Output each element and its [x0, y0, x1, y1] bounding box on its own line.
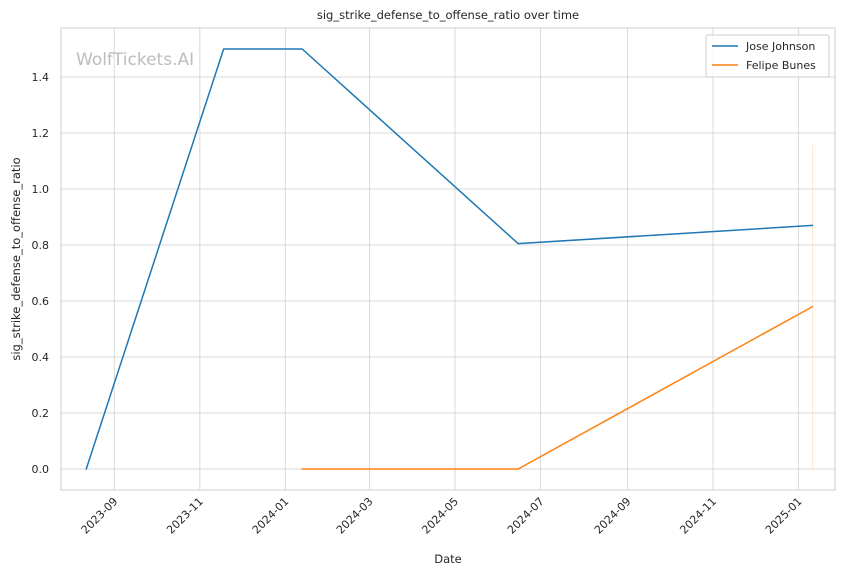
grid [61, 28, 835, 490]
y-tick-label: 0.2 [32, 407, 50, 420]
x-tick-label: 2024-09 [592, 495, 634, 537]
x-axis: 2023-09 2023-11 2024-01 2024-03 2024-05 2024-… [79, 495, 805, 537]
x-tick-label: 2023-09 [79, 495, 121, 537]
y-axis: 0.0 0.2 0.4 0.6 0.8 1.0 1.2 1.4 [32, 71, 50, 476]
x-tick-label: 2024-11 [677, 495, 719, 537]
y-tick-label: 0.0 [32, 463, 50, 476]
y-tick-label: 0.6 [32, 295, 50, 308]
plot-frame [60, 27, 836, 491]
y-tick-label: 1.2 [32, 127, 50, 140]
series [85, 48, 814, 470]
series-line [301, 305, 814, 470]
legend: Jose Johnson Felipe Bunes [705, 34, 830, 78]
y-tick-label: 1.4 [32, 71, 50, 84]
legend-label: Jose Johnson [745, 40, 815, 53]
chart-title: sig_strike_defense_to_offense_ratio over… [317, 8, 579, 22]
x-tick-label: 2025-01 [763, 495, 805, 537]
series-1 [301, 305, 814, 470]
x-tick-label: 2024-03 [334, 495, 376, 537]
y-tick-label: 0.8 [32, 239, 50, 252]
y-axis-label: sig_strike_defense_to_offense_ratio [9, 157, 23, 360]
x-tick-label: 2024-07 [505, 495, 547, 537]
x-tick-label: 2024-01 [250, 495, 292, 537]
series-line [85, 48, 814, 470]
x-axis-label: Date [434, 552, 462, 566]
legend-label: Felipe Bunes [746, 59, 816, 72]
y-tick-label: 0.4 [32, 351, 50, 364]
x-tick-label: 2023-11 [164, 495, 206, 537]
series-0 [85, 48, 814, 470]
watermark-text: WolfTickets.AI [76, 50, 194, 70]
x-tick-label: 2024-05 [419, 495, 461, 537]
y-tick-label: 1.0 [32, 183, 50, 196]
